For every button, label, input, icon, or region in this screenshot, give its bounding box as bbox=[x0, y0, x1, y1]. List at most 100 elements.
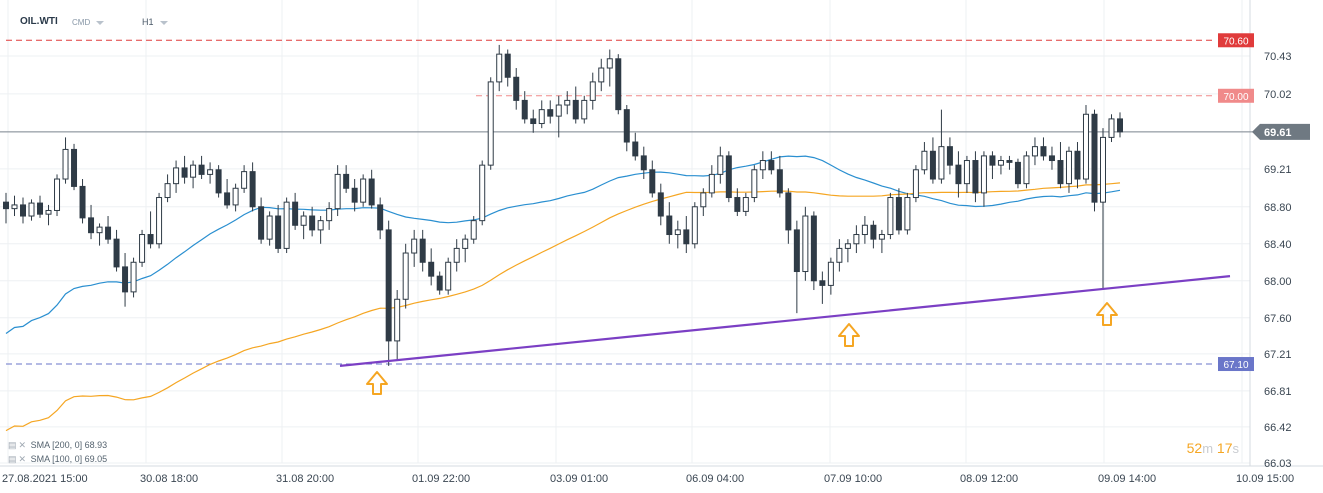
candle-body bbox=[266, 215, 273, 240]
candle-body bbox=[71, 148, 78, 187]
candle-body bbox=[351, 187, 358, 203]
candle-body bbox=[385, 229, 392, 342]
x-tick-label: 01.09 22:00 bbox=[412, 473, 470, 485]
legend-sma-100[interactable]: ▤ ✕ SMA [100, 0] 69.05 bbox=[8, 454, 107, 465]
candle-body bbox=[1074, 150, 1081, 180]
current-price-label: 69.61 bbox=[1264, 127, 1292, 139]
candle-body bbox=[734, 197, 741, 212]
candle-body bbox=[453, 247, 460, 263]
x-tick-label: 08.09 12:00 bbox=[960, 473, 1018, 485]
candle-body bbox=[28, 202, 35, 217]
candle-body bbox=[1048, 155, 1055, 162]
candle-body bbox=[640, 155, 647, 171]
candle-body bbox=[368, 178, 375, 206]
candle-body bbox=[130, 261, 137, 293]
candle-body bbox=[853, 234, 860, 245]
candle-body bbox=[445, 261, 452, 291]
candle-body bbox=[708, 173, 715, 194]
candle-body bbox=[581, 99, 588, 120]
candle-body bbox=[666, 215, 673, 236]
close-icon[interactable]: ✕ bbox=[18, 440, 27, 450]
candle-body bbox=[615, 58, 622, 111]
candle-body bbox=[683, 229, 690, 245]
chevron-down-icon bbox=[159, 20, 168, 25]
y-tick-label: 66.03 bbox=[1264, 458, 1292, 470]
candle-body bbox=[513, 76, 520, 101]
list-icon: ▤ bbox=[8, 440, 17, 450]
candle-body bbox=[759, 160, 766, 171]
x-axis: 27.08.2021 15:00 30.08 18:00 31.08 20:00 01… bbox=[2, 473, 1294, 485]
candle-body bbox=[938, 146, 945, 180]
y-axis: 70.43 70.02 69.21 68.80 68.40 68.00 67.60 67.21… bbox=[1252, 51, 1310, 470]
candle-body bbox=[751, 169, 758, 199]
candle-body bbox=[904, 197, 911, 231]
up-arrow-icon bbox=[838, 323, 860, 347]
candle-body bbox=[1031, 146, 1038, 157]
candle-body bbox=[283, 201, 290, 249]
candle-body bbox=[674, 229, 681, 236]
candle-body bbox=[96, 226, 103, 234]
instrument-type-label: CMD bbox=[72, 18, 91, 27]
candle-body bbox=[878, 234, 885, 240]
candle-body bbox=[224, 192, 231, 206]
candle-body bbox=[1006, 160, 1013, 163]
candle-body bbox=[326, 208, 333, 222]
candle-body bbox=[989, 155, 996, 166]
trendline[interactable] bbox=[339, 275, 1231, 367]
timeframe-label: H1 bbox=[142, 17, 154, 27]
y-tick-label: 68.40 bbox=[1264, 239, 1292, 251]
candle-body bbox=[37, 202, 44, 215]
instrument-type[interactable]: CMD bbox=[72, 18, 105, 27]
y-tick-label: 70.02 bbox=[1264, 89, 1292, 101]
candle-body bbox=[649, 169, 656, 194]
legend-sma-200[interactable]: ▤ ✕ SMA [200, 0] 68.93 bbox=[8, 440, 107, 451]
candle-body bbox=[249, 171, 256, 208]
candle-body bbox=[1040, 146, 1047, 157]
candle-body bbox=[479, 164, 486, 222]
close-icon[interactable]: ✕ bbox=[18, 454, 27, 464]
candle-body bbox=[929, 150, 936, 180]
y-tick-label: 68.80 bbox=[1264, 202, 1292, 214]
symbol-label[interactable]: OIL.WTI bbox=[20, 16, 58, 27]
candle-body bbox=[1057, 160, 1064, 185]
candle-body bbox=[768, 160, 775, 171]
candle-body bbox=[844, 243, 851, 249]
y-tick-label: 69.21 bbox=[1264, 164, 1292, 176]
level-label-bg bbox=[1218, 357, 1254, 372]
support-trendline bbox=[339, 275, 1231, 367]
candle-body bbox=[317, 220, 324, 231]
candle-body bbox=[589, 81, 596, 101]
candle-body bbox=[1014, 161, 1021, 185]
candle-body bbox=[487, 81, 494, 166]
candle-body bbox=[462, 238, 469, 249]
candle-body bbox=[547, 109, 554, 117]
candle-body bbox=[555, 104, 562, 117]
sma-lines bbox=[5, 155, 1121, 432]
candle-body bbox=[793, 229, 800, 273]
x-tick-label: 03.09 01:00 bbox=[550, 473, 608, 485]
candle-body bbox=[1082, 113, 1089, 180]
candle-body bbox=[292, 201, 299, 226]
x-tick-label: 09.09 14:00 bbox=[1098, 473, 1156, 485]
candle-body bbox=[79, 185, 86, 219]
up-arrow-icon bbox=[366, 371, 388, 395]
level-label-bg bbox=[1218, 88, 1254, 103]
candle-body bbox=[343, 173, 350, 189]
candle-body bbox=[147, 234, 154, 245]
list-icon: ▤ bbox=[8, 454, 17, 464]
candle-body bbox=[980, 155, 987, 194]
candle-body bbox=[11, 204, 18, 210]
candle-body bbox=[62, 148, 69, 180]
candle-body bbox=[377, 204, 384, 231]
legend-label: SMA [200, 0] bbox=[30, 440, 83, 450]
candle-body bbox=[955, 164, 962, 185]
timeframe-select[interactable]: H1 bbox=[142, 17, 168, 27]
candle-body bbox=[572, 99, 579, 120]
legend-value: 68.93 bbox=[84, 440, 108, 450]
candle-body bbox=[887, 197, 894, 236]
sma-200-line bbox=[5, 182, 1121, 432]
candle-body bbox=[997, 160, 1004, 166]
sma-100-line bbox=[5, 155, 1121, 334]
